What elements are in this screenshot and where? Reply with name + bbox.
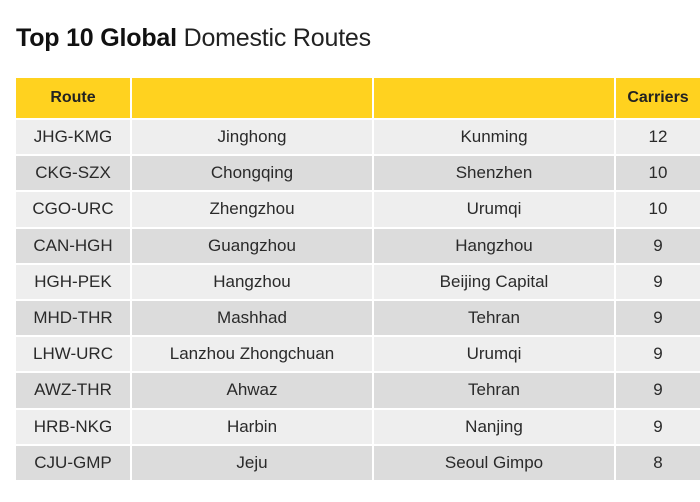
- cell-carriers: 9: [616, 264, 700, 299]
- cell-destination: Tehran: [374, 373, 614, 408]
- header-route: Route: [16, 78, 130, 118]
- table-body: JHG-KMG Jinghong Kunming 12 CKG-SZX Chongqing…: [16, 120, 700, 480]
- table-row: CJU-GMP Jeju Seoul Gimpo 8: [16, 445, 700, 480]
- cell-origin: Ahwaz: [132, 373, 372, 408]
- cell-destination: Kunming: [374, 120, 614, 155]
- cell-carriers: 9: [616, 409, 700, 444]
- cell-route: CKG-SZX: [16, 156, 130, 191]
- cell-origin: Guangzhou: [132, 228, 372, 263]
- table-row: MHD-THR Mashhad Tehran 9: [16, 300, 700, 336]
- page-title-light: Domestic Routes: [183, 24, 372, 52]
- table-row: HGH-PEK Hangzhou Beijing Capital 9: [16, 264, 700, 299]
- table-row: LHW-URC Lanzhou Zhongchuan Urumqi 9: [16, 337, 700, 372]
- table-row: CGO-URC Zhengzhou Urumqi 10: [16, 192, 700, 227]
- cell-destination: Beijing Capital: [374, 264, 614, 299]
- cell-destination: Tehran: [374, 300, 614, 336]
- cell-carriers: 12: [616, 120, 700, 155]
- page-title: Top 10 Global Domestic Routes: [16, 22, 371, 54]
- cell-route: AWZ-THR: [16, 373, 130, 408]
- cell-destination: Urumqi: [374, 192, 614, 227]
- table-row: HRB-NKG Harbin Nanjing 9: [16, 409, 700, 444]
- cell-carriers: 9: [616, 300, 700, 336]
- page-title-bold: Top 10 Global: [16, 24, 177, 52]
- cell-origin: Lanzhou Zhongchuan: [132, 337, 372, 372]
- cell-carriers: 9: [616, 228, 700, 263]
- cell-route: CJU-GMP: [16, 445, 130, 480]
- cell-route: MHD-THR: [16, 300, 130, 336]
- table-header: Route Carriers: [16, 78, 700, 118]
- cell-carriers: 9: [616, 337, 700, 372]
- cell-route: CGO-URC: [16, 192, 130, 227]
- cell-origin: Harbin: [132, 409, 372, 444]
- cell-carriers: 9: [616, 373, 700, 408]
- cell-destination: Shenzhen: [374, 156, 614, 191]
- cell-destination: Hangzhou: [374, 228, 614, 263]
- table-row: JHG-KMG Jinghong Kunming 12: [16, 120, 700, 155]
- cell-route: CAN-HGH: [16, 228, 130, 263]
- header-carriers: Carriers: [616, 78, 700, 118]
- table-row: CKG-SZX Chongqing Shenzhen 10: [16, 156, 700, 191]
- cell-route: HRB-NKG: [16, 409, 130, 444]
- cell-origin: Hangzhou: [132, 264, 372, 299]
- cell-origin: Zhengzhou: [132, 192, 372, 227]
- table-row: AWZ-THR Ahwaz Tehran 9: [16, 373, 700, 408]
- cell-destination: Urumqi: [374, 337, 614, 372]
- cell-route: JHG-KMG: [16, 120, 130, 155]
- cell-origin: Jeju: [132, 445, 372, 480]
- header-origin: [132, 78, 372, 118]
- table-row: CAN-HGH Guangzhou Hangzhou 9: [16, 228, 700, 263]
- header-row: Route Carriers: [16, 78, 700, 118]
- cell-destination: Nanjing: [374, 409, 614, 444]
- cell-carriers: 10: [616, 192, 700, 227]
- header-destination: [374, 78, 614, 118]
- cell-origin: Mashhad: [132, 300, 372, 336]
- cell-carriers: 8: [616, 445, 700, 480]
- cell-destination: Seoul Gimpo: [374, 445, 614, 480]
- cell-route: HGH-PEK: [16, 264, 130, 299]
- routes-table: Route Carriers JHG-KMG Jinghong Kunming 12 C…: [14, 76, 700, 482]
- cell-origin: Chongqing: [132, 156, 372, 191]
- cell-carriers: 10: [616, 156, 700, 191]
- cell-origin: Jinghong: [132, 120, 372, 155]
- cell-route: LHW-URC: [16, 337, 130, 372]
